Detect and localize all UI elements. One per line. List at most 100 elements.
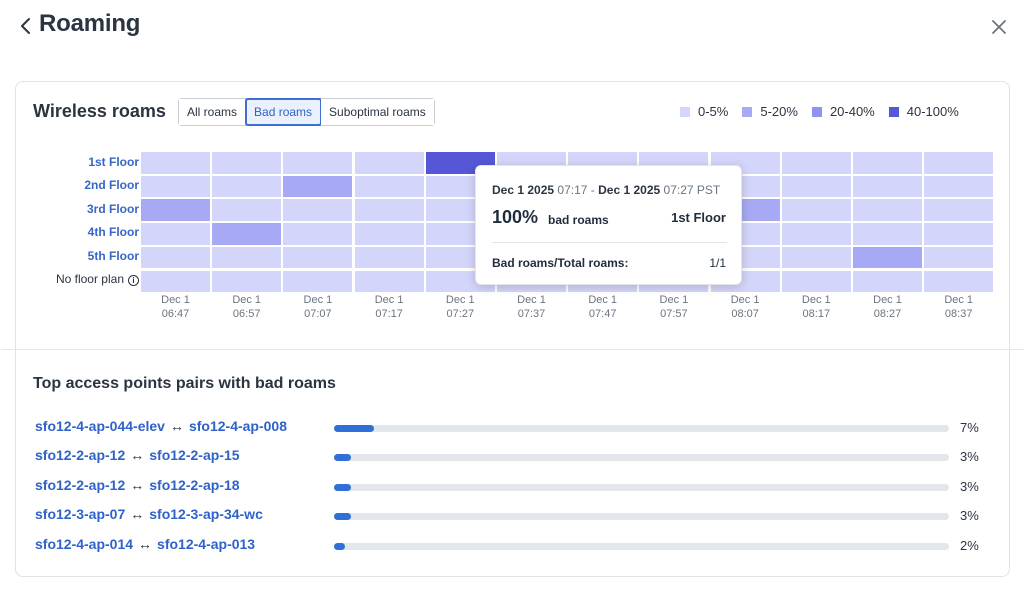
legend-item: 0-5% [680, 104, 728, 119]
heatmap-cell[interactable] [853, 175, 922, 198]
heatmap-legend: 0-5% 5-20% 20-40% 40-100% [680, 104, 959, 119]
ap-from-link[interactable]: sfo12-2-ap-12 [35, 477, 126, 493]
heatmap-cell[interactable] [141, 246, 210, 269]
heatmap-cell[interactable] [924, 270, 994, 292]
ap-pair-names: sfo12-2-ap-12 ↔ sfo12-2-ap-15 [35, 447, 240, 463]
heatmap-cell[interactable] [853, 199, 922, 221]
heatmap-cell[interactable] [283, 152, 353, 174]
ap-pair-percent: 7% [960, 420, 979, 435]
ap-pair-bar-fill [334, 454, 351, 461]
heatmap-cell[interactable] [212, 199, 282, 221]
heatmap-cell[interactable] [354, 270, 424, 292]
heatmap-cell[interactable] [354, 152, 424, 174]
heatmap-cell[interactable] [853, 152, 922, 174]
ap-to-link[interactable]: sfo12-3-ap-34-wc [149, 506, 263, 522]
heatmap-cell[interactable] [781, 175, 851, 198]
chevron-left-icon [21, 18, 30, 34]
heatmap-cell[interactable] [212, 270, 282, 292]
ap-to-link[interactable]: sfo12-2-ap-15 [149, 447, 240, 463]
ap-from-link[interactable]: sfo12-2-ap-12 [35, 447, 126, 463]
legend-item: 20-40% [811, 104, 875, 119]
ap-pair-percent: 3% [960, 449, 979, 464]
tooltip-ratio-label: Bad roams/Total roams: [492, 256, 629, 270]
floor-label-5th[interactable]: 5th Floor [87, 249, 139, 263]
info-icon[interactable]: i [128, 275, 139, 286]
heatmap-cell[interactable] [212, 175, 282, 198]
heatmap-cell[interactable] [924, 246, 994, 269]
legend-swatch [811, 106, 822, 117]
section-divider [1, 349, 1024, 350]
legend-label: 5-20% [760, 104, 798, 119]
heatmap-cell[interactable] [781, 199, 851, 221]
ap-from-link[interactable]: sfo12-4-ap-014 [35, 536, 134, 552]
heatmap-cell[interactable] [924, 199, 994, 221]
tab-suboptimal-roams[interactable]: Suboptimal roams [321, 99, 434, 125]
heatmap-cell[interactable] [141, 270, 210, 292]
floor-label-1st[interactable]: 1st Floor [88, 155, 139, 169]
heatmap-cell[interactable] [283, 175, 353, 198]
heatmap-cell[interactable] [354, 199, 424, 221]
close-button[interactable] [988, 16, 1010, 38]
bidirectional-arrow-icon: ↔ [138, 536, 153, 552]
heatmap-cell[interactable] [283, 246, 353, 269]
time-axis-label: Dec 1 07:47 [588, 294, 618, 320]
heatmap-cell[interactable] [853, 246, 922, 269]
ap-from-link[interactable]: sfo12-3-ap-07 [35, 506, 126, 522]
heatmap-cell[interactable] [141, 152, 210, 174]
ap-pair-percent: 3% [960, 508, 979, 523]
heatmap-cell[interactable] [283, 199, 353, 221]
heatmap-cell[interactable] [853, 270, 922, 292]
heatmap-cell[interactable] [781, 246, 851, 269]
ap-pair-bar-fill [334, 513, 351, 520]
page-title: Roaming [39, 10, 141, 37]
tab-all-roams[interactable]: All roams [179, 99, 247, 125]
heatmap-cell[interactable] [141, 199, 210, 221]
bidirectional-arrow-icon: ↔ [130, 506, 145, 522]
tooltip-percent-label: bad roams [548, 213, 609, 227]
floor-label-no-plan: No floor plan i [56, 272, 139, 286]
heatmap-cell[interactable] [283, 223, 353, 245]
heatmap-cell[interactable] [212, 246, 282, 269]
bidirectional-arrow-icon: ↔ [130, 477, 145, 493]
ap-pair-bar-fill [334, 425, 374, 432]
time-axis-label: Dec 1 08:07 [730, 294, 760, 320]
heatmap-cell[interactable] [853, 223, 922, 245]
no-floor-plan-label: No floor plan [55, 272, 124, 286]
time-axis-label: Dec 1 08:37 [944, 294, 974, 320]
floor-label-4th[interactable]: 4th Floor [87, 225, 139, 239]
ap-pair-bar-fill [334, 484, 351, 491]
back-button[interactable] [16, 12, 38, 40]
heatmap-cell[interactable] [354, 223, 424, 245]
heatmap-cell[interactable] [212, 223, 282, 245]
heatmap-cell[interactable] [781, 152, 851, 174]
heatmap-cell[interactable] [781, 270, 851, 292]
ap-pair-bar-track [334, 425, 949, 432]
ap-from-link[interactable]: sfo12-4-ap-044-elev [35, 418, 165, 434]
legend-label: 20-40% [829, 104, 875, 119]
ap-to-link[interactable]: sfo12-4-ap-013 [157, 536, 256, 552]
close-icon [992, 20, 1006, 34]
ap-pair-names: sfo12-2-ap-12 ↔ sfo12-2-ap-18 [35, 477, 240, 493]
wireless-roams-title: Wireless roams [33, 101, 166, 121]
heatmap-cell[interactable] [354, 246, 424, 269]
floor-label-2nd[interactable]: 2nd Floor [84, 178, 139, 192]
heatmap-cell[interactable] [283, 270, 353, 292]
ap-pair-bar-track [334, 543, 949, 550]
heatmap-cell[interactable] [141, 223, 210, 245]
ap-to-link[interactable]: sfo12-4-ap-008 [188, 418, 287, 434]
heatmap-cell[interactable] [781, 223, 851, 245]
roam-type-selector: All roams Bad roams Suboptimal roams [178, 98, 435, 126]
heatmap-cell[interactable] [354, 175, 424, 198]
ap-pair-row: sfo12-3-ap-07 ↔ sfo12-3-ap-34-wc 3% [35, 506, 995, 526]
bidirectional-arrow-icon: ↔ [169, 418, 184, 434]
heatmap-cell[interactable] [212, 152, 282, 174]
time-axis-label: Dec 1 06:57 [232, 294, 262, 320]
heatmap-cell[interactable] [141, 175, 210, 198]
legend-swatch [888, 106, 899, 117]
ap-to-link[interactable]: sfo12-2-ap-18 [149, 477, 240, 493]
heatmap-cell[interactable] [924, 223, 994, 245]
heatmap-cell[interactable] [924, 175, 994, 198]
floor-label-3rd[interactable]: 3rd Floor [86, 202, 139, 216]
heatmap-cell[interactable] [924, 152, 994, 174]
tab-bad-roams[interactable]: Bad roams [245, 98, 323, 126]
